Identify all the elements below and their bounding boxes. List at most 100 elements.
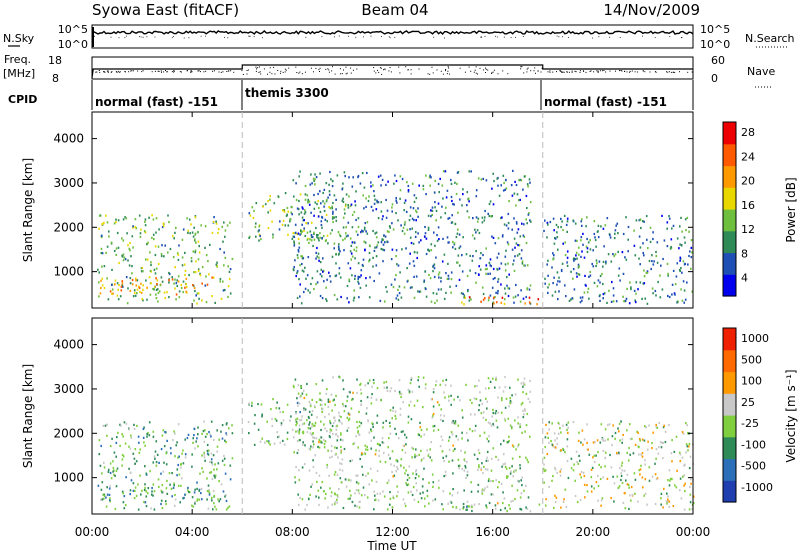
power-cell — [155, 297, 158, 300]
velocity-cell — [440, 408, 442, 411]
velocity-cell — [151, 490, 153, 493]
nave-dot — [259, 71, 261, 73]
power-cell — [168, 221, 170, 224]
nave-dot — [255, 70, 257, 72]
velocity-cell — [254, 414, 256, 417]
mode-change-lines — [241, 112, 544, 514]
velocity-cell — [331, 455, 333, 458]
power-cell — [142, 284, 144, 287]
power-cell — [314, 178, 316, 181]
power-cell — [303, 227, 305, 230]
velocity-cell — [224, 472, 227, 475]
velocity-cell — [641, 455, 644, 458]
power-cell — [317, 200, 319, 203]
velocity-cell — [564, 488, 567, 491]
power-cell — [382, 215, 384, 218]
power-cell — [528, 212, 530, 215]
power-cell — [316, 203, 318, 206]
velocity-cell — [495, 455, 497, 458]
velocity-cell — [122, 435, 124, 438]
power-cell — [422, 188, 425, 191]
power-cell — [331, 217, 334, 220]
velocity-cell — [623, 492, 626, 495]
power-cell — [287, 224, 290, 227]
power-cell — [586, 247, 589, 250]
power-cell — [283, 209, 285, 212]
power-cell — [463, 296, 465, 299]
velocity-cell — [360, 453, 363, 456]
station-title: Syowa East (fitACF) — [92, 1, 239, 19]
power-cell — [445, 272, 447, 275]
velocity-cell — [511, 394, 513, 397]
power-cell — [680, 244, 683, 247]
power-cell — [299, 170, 301, 173]
nsky-trace — [91, 27, 694, 47]
power-cell — [425, 295, 428, 298]
power-cell — [191, 231, 194, 234]
power-cell — [679, 269, 681, 273]
power-cell — [310, 211, 312, 214]
power-cell — [327, 196, 329, 199]
power-cell — [674, 283, 677, 286]
power-cell — [171, 278, 174, 281]
velocity-cell — [340, 462, 343, 465]
velocity-cell — [404, 433, 406, 436]
power-cell — [357, 174, 360, 178]
power-cell — [248, 236, 250, 239]
power-cell — [618, 267, 621, 270]
power-cell — [437, 288, 440, 291]
power-cell — [336, 174, 339, 177]
velocity-cell — [497, 396, 499, 399]
velocity-cell — [502, 439, 505, 442]
power-cell — [585, 225, 587, 228]
nave-dot — [378, 71, 380, 73]
power-cell — [433, 275, 436, 279]
velocity-cell — [564, 451, 566, 454]
power-cell — [430, 215, 432, 218]
power-cell — [333, 194, 336, 197]
power-cell — [141, 297, 144, 301]
velocity-cell — [168, 472, 171, 475]
power-cell — [101, 277, 104, 280]
power-cell — [487, 299, 490, 302]
power-cell — [553, 254, 555, 257]
velocity-cell — [461, 416, 464, 419]
velocity-cell — [415, 469, 418, 472]
velocity-cell — [336, 439, 339, 442]
nave-dot — [284, 71, 286, 73]
velocity-cell — [270, 408, 272, 411]
power-cell — [593, 281, 596, 284]
velocity-cell — [432, 485, 434, 488]
velocity-cell — [294, 481, 297, 484]
power-cell — [335, 262, 337, 265]
power-cell — [602, 260, 605, 263]
power-cell — [199, 274, 202, 277]
nave-dot — [375, 72, 377, 74]
velocity-cell — [324, 415, 326, 419]
power-cell — [674, 293, 676, 296]
power-cell — [474, 228, 476, 231]
power-cell — [521, 222, 523, 225]
power-cell — [575, 272, 578, 275]
power-cell — [136, 292, 138, 295]
power-cell — [194, 249, 197, 252]
velocity-cell — [675, 486, 678, 489]
velocity-cell — [604, 451, 607, 454]
nave-dot — [562, 71, 564, 73]
velocity-cell — [406, 483, 408, 487]
velocity-cell — [219, 498, 222, 501]
velocity-cell — [148, 434, 151, 437]
power-cell — [111, 292, 113, 295]
velocity-cell — [447, 439, 450, 442]
power-cell — [581, 299, 583, 302]
velocity-cell — [299, 496, 301, 499]
power-cell — [159, 284, 162, 287]
power-cell — [267, 200, 269, 203]
velocity-cell — [382, 441, 385, 444]
velocity-cell — [113, 451, 116, 454]
power-cell — [479, 268, 482, 271]
velocity-cell — [461, 437, 463, 440]
velocity-cell — [333, 492, 336, 495]
power-cell — [302, 270, 305, 273]
velocity-cell — [465, 383, 467, 386]
